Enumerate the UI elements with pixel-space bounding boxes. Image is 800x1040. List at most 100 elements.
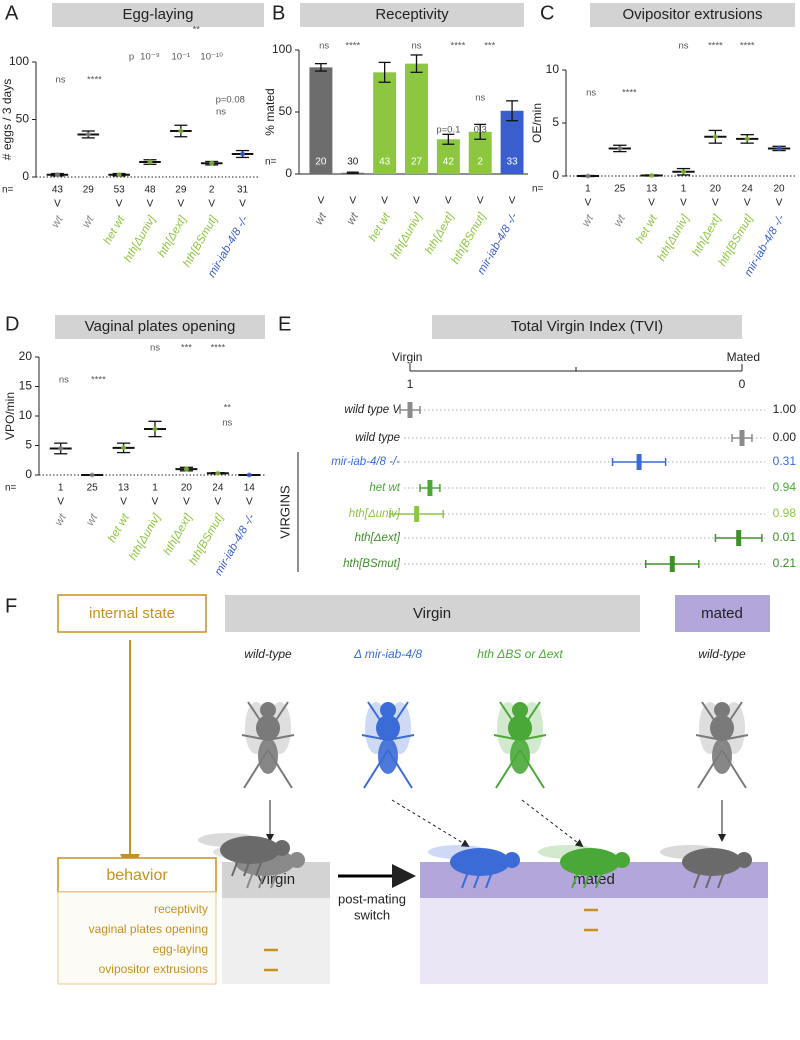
fly-head	[274, 840, 290, 856]
x-tick-label: het wt	[106, 511, 132, 544]
y-tick-label: 5	[552, 115, 559, 129]
significance: ns	[150, 343, 160, 354]
fly-icon	[361, 701, 415, 789]
significance: ns	[319, 41, 329, 52]
switch-label: post-mating	[338, 891, 406, 906]
value-label: 0.31	[773, 454, 797, 468]
condition-label: V	[712, 198, 719, 209]
fly-thorax	[376, 715, 400, 741]
mean-dot	[209, 160, 215, 166]
condition-label: V	[776, 198, 783, 209]
n-value: 48	[144, 185, 156, 196]
n-label: n=	[265, 157, 277, 168]
mated-label: mated	[701, 605, 743, 622]
mean-dot	[89, 472, 95, 478]
significance: 0.3	[474, 125, 487, 136]
significance: **	[224, 403, 232, 414]
n-value: 14	[244, 483, 256, 494]
title-bar	[55, 315, 265, 339]
condition-label: V	[215, 497, 222, 508]
n-value: 30	[347, 157, 359, 168]
n-value: 20	[315, 157, 327, 168]
mean-mark	[736, 530, 742, 546]
row-label: hth[BSmut]	[343, 558, 401, 570]
y-tick-label: 100	[272, 42, 292, 56]
panel-title: Receptivity	[375, 6, 449, 23]
n-value: 25	[87, 483, 99, 494]
condition-label: V	[680, 198, 687, 209]
condition-label: V	[744, 198, 751, 209]
panel-title: Total Virgin Index (TVI)	[511, 318, 663, 335]
panel-title: Vaginal plates opening	[85, 318, 236, 335]
fly-abdomen	[510, 738, 530, 774]
x-tick-label: wt	[313, 210, 330, 227]
fly-icon	[241, 701, 295, 789]
mean-dot	[712, 134, 718, 140]
significance: ns	[55, 75, 65, 86]
mean-dot	[178, 128, 184, 134]
x-tick-label: wt	[580, 212, 597, 229]
n-value: 1	[681, 184, 687, 195]
x-tick-label: hth[Δuniv]	[127, 511, 163, 562]
x-tick-label: hth[Δext]	[423, 210, 457, 256]
panel-letter: E	[278, 313, 291, 335]
fly-leg	[473, 871, 481, 889]
mean-dot	[585, 173, 591, 179]
bar	[309, 67, 333, 174]
mean-dot	[152, 426, 158, 432]
fly-icon	[695, 701, 749, 789]
y-tick-label: 10	[546, 62, 560, 76]
panel-letter: F	[5, 595, 17, 617]
significance: ns	[475, 93, 485, 104]
n-value: 1	[58, 483, 64, 494]
n-value: 2	[209, 185, 215, 196]
x-tick-label: het wt	[102, 213, 128, 246]
significance: 10⁻¹⁰	[200, 52, 223, 63]
title-bar	[432, 315, 742, 339]
condition-label: V	[183, 497, 190, 508]
arrow	[521, 799, 584, 848]
y-axis-label: OE/min	[530, 103, 544, 143]
arrow	[391, 799, 470, 848]
significance: ns	[59, 375, 69, 386]
fly-leg	[231, 859, 239, 877]
significance: ns	[586, 88, 596, 99]
significance: ***	[181, 343, 192, 354]
fly-head	[512, 702, 528, 718]
mean-dot	[681, 169, 686, 175]
fly-body	[220, 836, 280, 864]
bar	[436, 139, 460, 174]
panel-letter: C	[540, 2, 554, 24]
significance: ***	[484, 41, 495, 52]
condition-label: V	[413, 196, 420, 207]
n-value: 1	[585, 184, 591, 195]
significance: ****	[622, 88, 637, 99]
y-tick-label: 0	[22, 169, 29, 183]
y-tick-label: 50	[16, 112, 30, 126]
fly-head	[614, 852, 630, 868]
condition-label: V	[120, 497, 127, 508]
condition-label: V	[57, 497, 64, 508]
fly-leg	[595, 871, 603, 889]
x-tick-label: hth[Δuniv]	[122, 213, 158, 264]
row-label: wild type	[355, 432, 400, 444]
state-label: internal state	[89, 605, 175, 622]
behavior-item: receptivity	[154, 902, 208, 916]
x-tick-label: wt	[345, 210, 362, 227]
panel-letter: A	[5, 2, 19, 24]
value-label: 1.00	[773, 402, 797, 416]
mean-dot	[121, 445, 127, 451]
condition-label: V	[318, 196, 325, 207]
fly-leg	[255, 859, 263, 877]
fly-leg	[717, 871, 725, 889]
bar	[500, 110, 524, 174]
x-tick-label: wt	[53, 511, 70, 528]
virgin-bar	[225, 595, 640, 632]
n-label: n=	[532, 184, 544, 195]
title-bar	[590, 3, 795, 27]
condition-label: V	[147, 199, 154, 210]
bar	[373, 72, 397, 174]
x-tick-label: wt	[50, 213, 67, 230]
behavior-item: egg-laying	[153, 942, 208, 956]
